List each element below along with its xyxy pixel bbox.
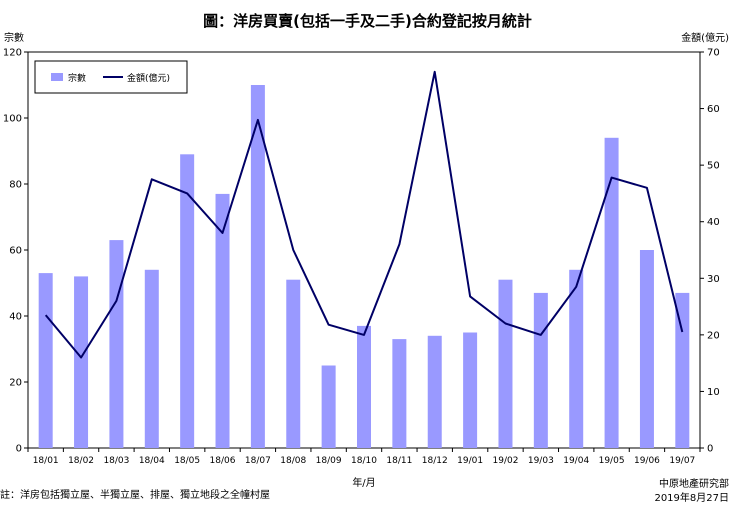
left-axis-tick-label: 20 (9, 378, 22, 389)
x-axis-tick-label: 18/09 (316, 456, 342, 466)
right-axis-tick-label: 30 (707, 274, 720, 285)
legend-bar-label: 宗數 (68, 72, 86, 84)
left-axis-tick-label: 100 (3, 114, 22, 125)
bar-19/04 (569, 269, 584, 448)
bar-18/03 (109, 240, 124, 448)
right-axis-tick-label: 10 (707, 387, 720, 398)
x-axis-tick-label: 19/02 (493, 456, 519, 466)
x-axis-tick-label: 18/12 (422, 456, 448, 466)
left-axis-tick-label: 40 (9, 312, 22, 323)
bar-18/05 (180, 154, 195, 449)
bar-18/10 (357, 325, 371, 448)
left-axis-tick-label: 0 (16, 444, 22, 455)
x-axis-tick-label: 19/03 (528, 456, 554, 466)
legend-line-label: 金額(億元) (127, 72, 170, 84)
x-axis-tick-label: 19/01 (457, 456, 483, 466)
left-axis-tick-label: 80 (9, 180, 22, 191)
x-axis-tick-label: 18/11 (386, 456, 412, 466)
x-axis-tick-label: 18/08 (280, 456, 306, 466)
right-axis-tick-label: 70 (707, 48, 720, 59)
right-axis-tick-label: 40 (707, 217, 720, 228)
bar-19/03 (533, 292, 548, 448)
x-axis-tick-label: 19/07 (669, 456, 695, 466)
x-axis-tick-label: 18/05 (174, 456, 200, 466)
x-axis-tick-label: 18/06 (210, 456, 236, 466)
bar-18/07 (250, 85, 265, 448)
bar-18/11 (392, 339, 407, 448)
bar-18/12 (427, 335, 442, 448)
chart-title: 圖：洋房買賣(包括一手及二手)合約登記按月統計 (203, 12, 532, 30)
left-axis-unit-label: 宗數 (4, 33, 24, 44)
x-axis-tick-label: 19/05 (599, 456, 625, 466)
bar-18/04 (144, 269, 159, 448)
right-axis-tick-label: 0 (707, 444, 713, 455)
right-axis-tick-label: 50 (707, 161, 720, 172)
x-axis-tick-label: 18/10 (351, 456, 377, 466)
footnote: 註：洋房包括獨立屋、半獨立屋、排屋、獨立地段之全幢村屋 (0, 490, 270, 501)
x-axis-tick-label: 18/04 (139, 456, 165, 466)
bar-19/01 (463, 332, 478, 448)
bar-18/08 (286, 279, 301, 448)
x-axis-tick-label: 18/02 (68, 456, 94, 466)
x-axis-tick-label: 19/06 (634, 456, 660, 466)
left-axis-tick-label: 60 (9, 246, 22, 257)
x-axis-tick-label: 18/03 (103, 456, 129, 466)
bar-19/05 (604, 137, 619, 449)
x-axis-tick-label: 18/07 (245, 456, 271, 466)
x-axis-title: 年/月 (352, 476, 375, 489)
bar-18/02 (74, 276, 89, 448)
right-axis-tick-label: 20 (707, 330, 720, 341)
bar-19/07 (675, 292, 690, 448)
source-label: 中原地產研究部 (659, 479, 729, 490)
right-axis-unit-label: 金額(億元) (681, 33, 729, 44)
bar-19/02 (498, 279, 513, 448)
bar-18/09 (321, 365, 336, 448)
bar-19/06 (639, 250, 654, 448)
right-axis-tick-label: 60 (707, 104, 720, 115)
date-label: 2019年8月27日 (654, 493, 729, 504)
x-axis-tick-label: 19/04 (563, 456, 589, 466)
x-axis-tick-label: 18/01 (33, 456, 59, 466)
bar-18/06 (215, 193, 230, 448)
left-axis-tick-label: 120 (3, 48, 22, 59)
bar-18/01 (38, 273, 53, 448)
legend-bar-swatch (51, 73, 63, 81)
amount-line (44, 70, 684, 359)
